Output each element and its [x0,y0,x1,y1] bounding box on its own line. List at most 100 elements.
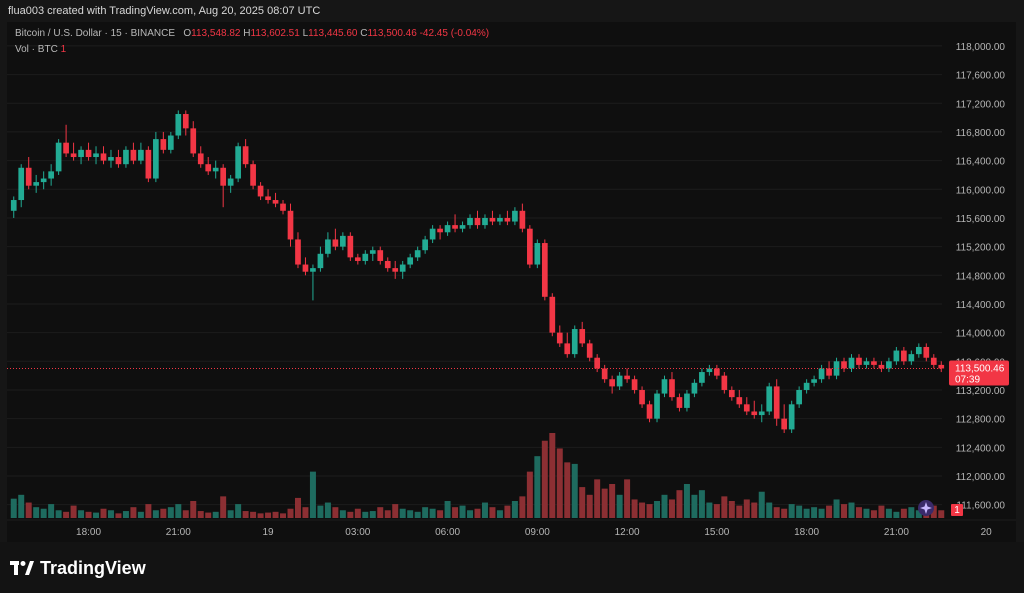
candle-body [788,404,795,430]
volume-bar [444,501,451,518]
candle [699,368,705,387]
volume-bar [459,505,466,518]
price-axis[interactable]: 111,600.00 112,000.00 112,400.00 112,800.00… [918,42,1009,516]
candle [534,239,541,269]
candle [48,164,54,186]
candle [736,389,743,408]
volume-tag-bg [951,504,963,516]
candle-body [40,178,47,183]
volume-bar [930,505,937,518]
volume-bar [107,510,114,518]
volume-bar [586,494,593,518]
volume-bar [691,494,698,518]
volume-bar [414,511,421,518]
volume-tag-value: 1 [954,505,960,516]
x-tick-label: 18:00 [76,527,101,538]
candle-body [340,235,346,247]
close-label: C [360,28,368,39]
volume-bar [496,510,503,518]
plot-area[interactable]: 111,600.00 112,000.00 112,400.00 112,800.00… [7,22,1016,542]
candle [250,160,256,190]
volume-bar [317,505,324,518]
candle [384,257,391,272]
sparkle-icon[interactable] [918,500,934,516]
volume-bar [55,510,62,518]
volume-bar [855,507,862,518]
symbol-label[interactable]: Bitcoin / U.S. Dollar · 15 · BINANCE [15,28,176,39]
candle [197,146,204,168]
candle-body [818,368,825,380]
candle-body [848,357,855,369]
volume-bar [392,504,399,518]
candle [616,372,623,390]
high-value: 113,602.51 [250,28,300,39]
candle-body [377,250,384,261]
candle [429,225,436,244]
volume-bar [152,510,159,518]
candle-body [661,379,668,394]
volume-value: 1 [60,44,67,55]
volume-bar [48,504,55,518]
volume-bar [639,502,646,518]
volume-bar [713,504,720,518]
volume-bar [668,499,675,518]
candle-body [758,411,765,416]
y-tick-label: 113,200.00 [956,386,1006,397]
candle [399,260,406,279]
volume-legend[interactable]: Vol · BTC 1 [15,44,66,55]
candle-body [392,268,399,272]
volume-bar [190,501,197,518]
candlestick-chart[interactable]: 111,600.00 112,000.00 112,400.00 112,800.00… [7,22,1016,542]
candle [257,182,264,201]
candle-body [422,239,428,251]
candle [901,346,907,365]
candle [40,171,47,190]
y-tick-label: 112,000.00 [956,472,1006,483]
candle [803,379,810,394]
candle-body [108,157,114,161]
time-axis[interactable]: 18:00 21:00 19 03:00 06:00 09:00 12:00 15:00 18:… [7,519,1016,538]
volume-bar [205,512,212,518]
candle [175,110,182,140]
candle-body [369,250,376,254]
candle [459,221,466,233]
candle-body [691,382,698,394]
footer: TradingView [0,542,1024,593]
volume-bar [481,502,488,518]
candle-body [564,343,571,355]
candle-body [93,153,99,158]
y-tick-label: 112,400.00 [956,443,1006,454]
candle [811,375,817,387]
volume-bar [100,508,107,518]
candle [706,364,713,376]
candle-body [459,225,466,229]
candle-body [197,153,204,165]
candle-body [399,264,406,272]
candle [497,214,503,226]
price-tag-price: 113,500.46 [955,363,1005,374]
candle-body [773,386,780,419]
candle-body [923,346,930,358]
x-tick-label: 21:00 [166,527,191,538]
volume-bar [803,508,810,518]
close-value: 113,500.46 [367,28,417,39]
candle-body [362,253,369,261]
candle-body [579,329,586,344]
candle [93,146,99,165]
y-tick-label: 118,000.00 [956,42,1006,53]
y-tick-label: 117,600.00 [956,71,1006,82]
candle-body [901,350,907,362]
candle [482,214,488,229]
volume-bar [280,513,287,518]
volume-bar [773,507,780,518]
volume-bar [646,504,653,518]
ohlc-legend: Bitcoin / U.S. Dollar · 15 · BINANCE O11… [15,28,489,39]
candle-body [78,149,84,158]
candle-body [639,389,645,405]
y-tick-label: 115,200.00 [956,243,1006,254]
candle-body [55,142,62,172]
candle [654,389,660,423]
brand[interactable]: TradingView [10,557,146,579]
candle-body [893,350,900,362]
